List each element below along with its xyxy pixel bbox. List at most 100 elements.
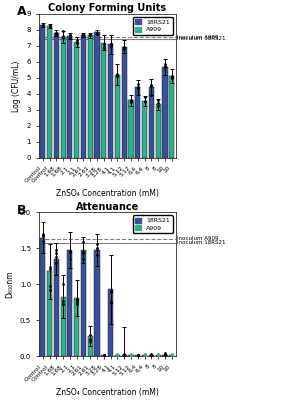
Bar (47, 271, 52, 356)
Point (40, 22, 45, 28)
Point (95, 240, 99, 247)
Point (61, 301, 65, 307)
Point (54, 30, 59, 36)
Point (108, 289, 113, 295)
Point (142, 352, 147, 358)
Point (95, 244, 99, 251)
Bar (61, 37, 66, 158)
Point (95, 30, 99, 37)
Point (61, 280, 65, 287)
Point (142, 94, 147, 100)
Point (88, 332, 92, 338)
Point (122, 352, 127, 358)
Point (129, 352, 133, 359)
Point (95, 247, 99, 253)
Bar (54, 33, 59, 158)
Title: Attenuance: Attenuance (75, 202, 139, 212)
Bar (142, 101, 147, 158)
Point (135, 81, 140, 87)
Point (40, 238, 45, 244)
Bar (40, 238, 45, 356)
Point (81, 256, 86, 263)
Bar (67, 250, 72, 356)
Bar (74, 42, 79, 158)
Point (156, 351, 160, 358)
Point (142, 351, 147, 358)
Point (115, 351, 120, 358)
Point (156, 99, 160, 106)
Bar (108, 289, 113, 356)
Point (54, 250, 59, 256)
Bar (47, 26, 52, 158)
Point (67, 248, 72, 255)
X-axis label: ZnSO₄ Concentration (mM): ZnSO₄ Concentration (mM) (56, 388, 159, 397)
Point (163, 351, 167, 358)
Point (95, 30, 99, 36)
Point (74, 297, 79, 304)
Point (115, 71, 120, 78)
Point (88, 337, 92, 344)
Text: Inoculum 18RS21: Inoculum 18RS21 (177, 36, 226, 41)
Point (54, 30, 59, 36)
Point (88, 336, 92, 342)
Bar (129, 100, 133, 158)
Point (67, 32, 72, 38)
Point (47, 264, 52, 270)
Point (81, 238, 86, 245)
Point (61, 298, 65, 304)
Bar (156, 104, 161, 158)
Title: Colony Forming Units: Colony Forming Units (48, 3, 166, 13)
Point (40, 22, 45, 28)
Point (54, 31, 59, 37)
Point (47, 283, 52, 290)
Point (81, 32, 86, 39)
Point (61, 35, 65, 42)
Point (149, 352, 154, 359)
Point (156, 352, 160, 358)
Point (74, 301, 79, 308)
Point (74, 37, 79, 43)
Point (102, 352, 106, 358)
Point (47, 287, 52, 294)
Point (169, 73, 174, 80)
Point (156, 97, 160, 103)
Bar (81, 250, 86, 356)
Point (67, 32, 72, 38)
Point (40, 22, 45, 29)
Bar (135, 355, 140, 356)
Bar (67, 36, 72, 158)
Bar (40, 25, 45, 158)
Point (108, 299, 113, 305)
Legend: 18RS21, A909: 18RS21, A909 (133, 216, 173, 234)
Point (108, 40, 113, 47)
Bar (108, 44, 113, 158)
Point (47, 24, 52, 30)
Point (95, 31, 99, 37)
Point (81, 250, 86, 256)
Point (149, 92, 154, 99)
Text: B: B (17, 204, 26, 217)
Point (122, 45, 127, 52)
Point (40, 233, 45, 240)
Point (67, 34, 72, 41)
Point (88, 338, 92, 345)
Point (122, 353, 127, 360)
Point (95, 252, 99, 258)
Bar (135, 88, 140, 158)
Legend: 18RS21, A909: 18RS21, A909 (133, 17, 173, 35)
Point (108, 43, 113, 49)
Point (169, 351, 174, 358)
Point (129, 97, 133, 104)
Point (122, 351, 127, 357)
Point (163, 351, 167, 357)
Point (67, 248, 72, 255)
Point (169, 75, 174, 81)
Point (81, 31, 86, 38)
Point (149, 351, 154, 357)
Point (61, 28, 65, 35)
Point (54, 254, 59, 261)
Point (40, 231, 45, 237)
Bar (54, 259, 59, 356)
Point (163, 63, 167, 69)
Point (163, 64, 167, 70)
